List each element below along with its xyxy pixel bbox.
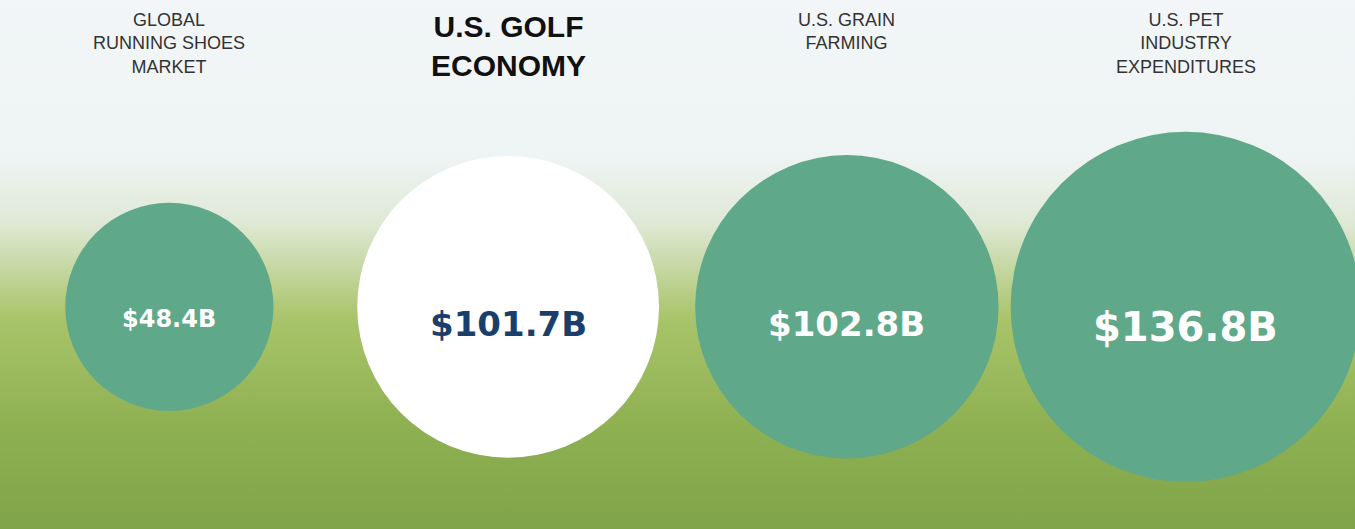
svg-text:$102.8B: $102.8B (768, 304, 925, 344)
svg-text:GLOBALRUNNING SHOESMARKET: GLOBALRUNNING SHOESMARKET (93, 10, 245, 77)
svg-text:$48.4B: $48.4B (122, 305, 216, 333)
svg-text:$136.8B: $136.8B (1093, 304, 1278, 350)
svg-text:$101.7B: $101.7B (430, 304, 587, 344)
svg-text:U.S. PETINDUSTRYEXPENDITURES: U.S. PETINDUSTRYEXPENDITURES (1116, 10, 1256, 77)
svg-text:U.S. GOLFECONOMY: U.S. GOLFECONOMY (431, 10, 586, 82)
svg-text:U.S. GRAINFARMING: U.S. GRAINFARMING (798, 10, 895, 53)
